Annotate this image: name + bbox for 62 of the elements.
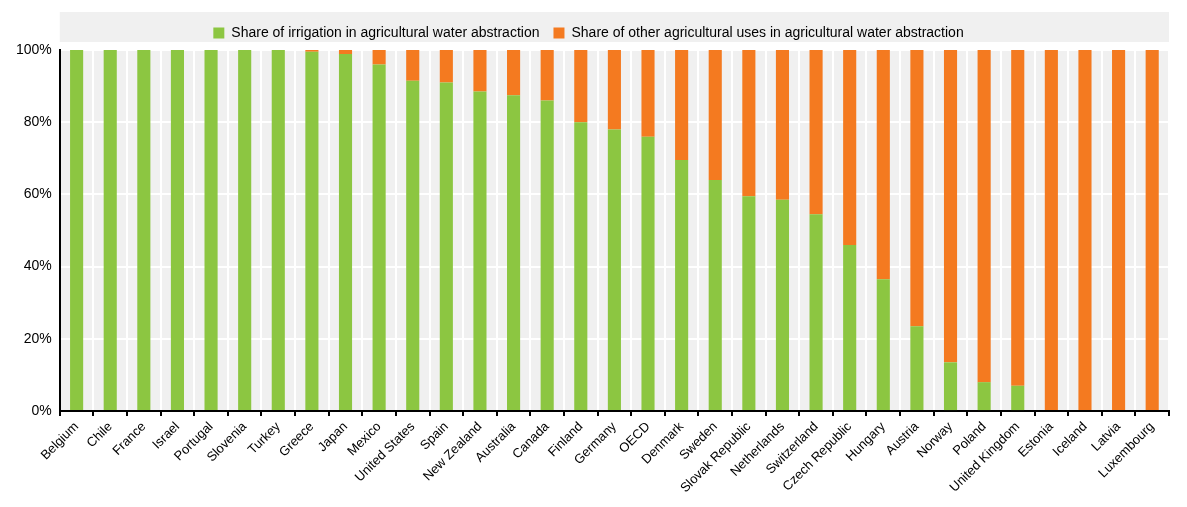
y-tick-label: 60% — [23, 185, 52, 202]
bar — [507, 50, 521, 96]
bar — [843, 244, 857, 411]
bar — [1044, 50, 1058, 411]
bar — [372, 50, 386, 65]
legend-label: Share of other agricultural uses in agricultural water abstraction — [571, 23, 964, 40]
bar — [809, 50, 823, 215]
bar — [574, 122, 588, 411]
bar — [137, 50, 151, 411]
y-tick-label: 0% — [31, 401, 52, 418]
bar — [439, 50, 453, 83]
bar — [641, 136, 655, 411]
y-tick-label: 80% — [23, 113, 52, 130]
bar — [607, 50, 621, 130]
bar — [473, 50, 487, 92]
bar — [271, 50, 285, 411]
bar — [439, 82, 453, 411]
bar — [876, 279, 890, 411]
bar — [338, 53, 353, 411]
bar — [675, 50, 689, 161]
y-tick-label: 100% — [15, 40, 52, 57]
bar — [708, 50, 722, 180]
bar — [204, 50, 218, 411]
bar — [843, 50, 857, 245]
bar — [574, 50, 588, 123]
bar — [943, 50, 958, 363]
bar — [103, 50, 117, 411]
bar — [607, 129, 621, 411]
bar — [507, 95, 521, 411]
bar — [406, 50, 420, 81]
bar — [775, 199, 790, 411]
bar — [742, 50, 756, 197]
bar — [1011, 50, 1025, 386]
bar — [977, 50, 991, 383]
bar — [1078, 50, 1092, 411]
bar — [372, 64, 386, 411]
bar — [305, 51, 319, 411]
bar — [1112, 50, 1126, 411]
bar — [876, 50, 890, 280]
bar — [809, 214, 823, 411]
bar — [675, 160, 689, 411]
bar — [540, 100, 554, 411]
bar — [943, 362, 958, 411]
bar — [338, 50, 353, 54]
bar — [170, 50, 184, 411]
legend-label: Share of irrigation in agricultural water abstraction — [231, 23, 540, 40]
bar — [406, 80, 420, 411]
y-tick-label: 20% — [23, 329, 52, 346]
bar — [910, 326, 924, 411]
bar — [238, 50, 252, 411]
bar — [641, 50, 655, 137]
bar — [775, 50, 790, 200]
bar — [473, 91, 487, 411]
y-tick-label: 40% — [23, 257, 52, 274]
bar — [742, 196, 756, 411]
bar — [70, 50, 84, 411]
bar — [910, 50, 924, 327]
bar — [1011, 385, 1025, 411]
bar — [708, 179, 722, 411]
bar — [1145, 50, 1159, 411]
bar — [977, 382, 991, 411]
bar — [540, 50, 554, 101]
